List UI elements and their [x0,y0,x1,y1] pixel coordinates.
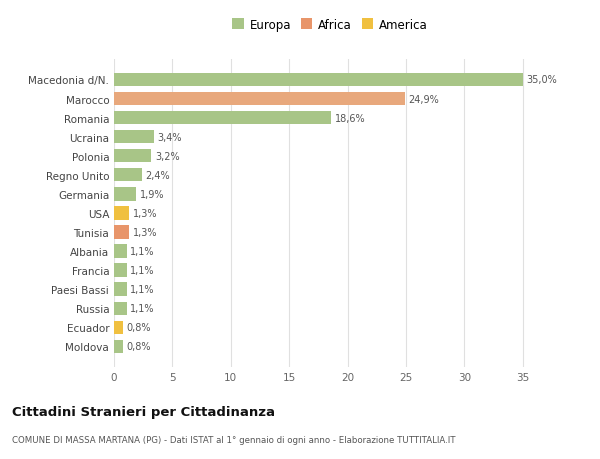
Text: 1,1%: 1,1% [130,303,155,313]
Bar [114,264,127,277]
Text: COMUNE DI MASSA MARTANA (PG) - Dati ISTAT al 1° gennaio di ogni anno - Elaborazi: COMUNE DI MASSA MARTANA (PG) - Dati ISTA… [12,435,455,443]
Bar [114,321,124,334]
Bar [114,340,124,353]
Bar [114,150,151,163]
Text: 35,0%: 35,0% [526,75,557,85]
Text: 1,3%: 1,3% [133,228,157,237]
Bar [114,73,523,87]
Text: 0,8%: 0,8% [127,341,151,352]
Text: 1,1%: 1,1% [130,246,155,257]
Text: 1,3%: 1,3% [133,208,157,218]
Bar [114,245,127,258]
Text: 3,4%: 3,4% [157,132,182,142]
Bar [114,188,136,201]
Bar [114,112,331,125]
Text: 2,4%: 2,4% [146,170,170,180]
Bar [114,93,405,106]
Text: 0,8%: 0,8% [127,323,151,332]
Text: 1,9%: 1,9% [140,190,164,199]
Text: 3,2%: 3,2% [155,151,179,162]
Bar [114,302,127,315]
Legend: Europa, Africa, America: Europa, Africa, America [230,17,430,34]
Bar [114,283,127,296]
Bar [114,131,154,144]
Text: 18,6%: 18,6% [335,113,365,123]
Text: 24,9%: 24,9% [408,95,439,104]
Bar [114,207,129,220]
Bar [114,226,129,239]
Text: Cittadini Stranieri per Cittadinanza: Cittadini Stranieri per Cittadinanza [12,405,275,419]
Text: 1,1%: 1,1% [130,285,155,295]
Bar [114,169,142,182]
Text: 1,1%: 1,1% [130,265,155,275]
